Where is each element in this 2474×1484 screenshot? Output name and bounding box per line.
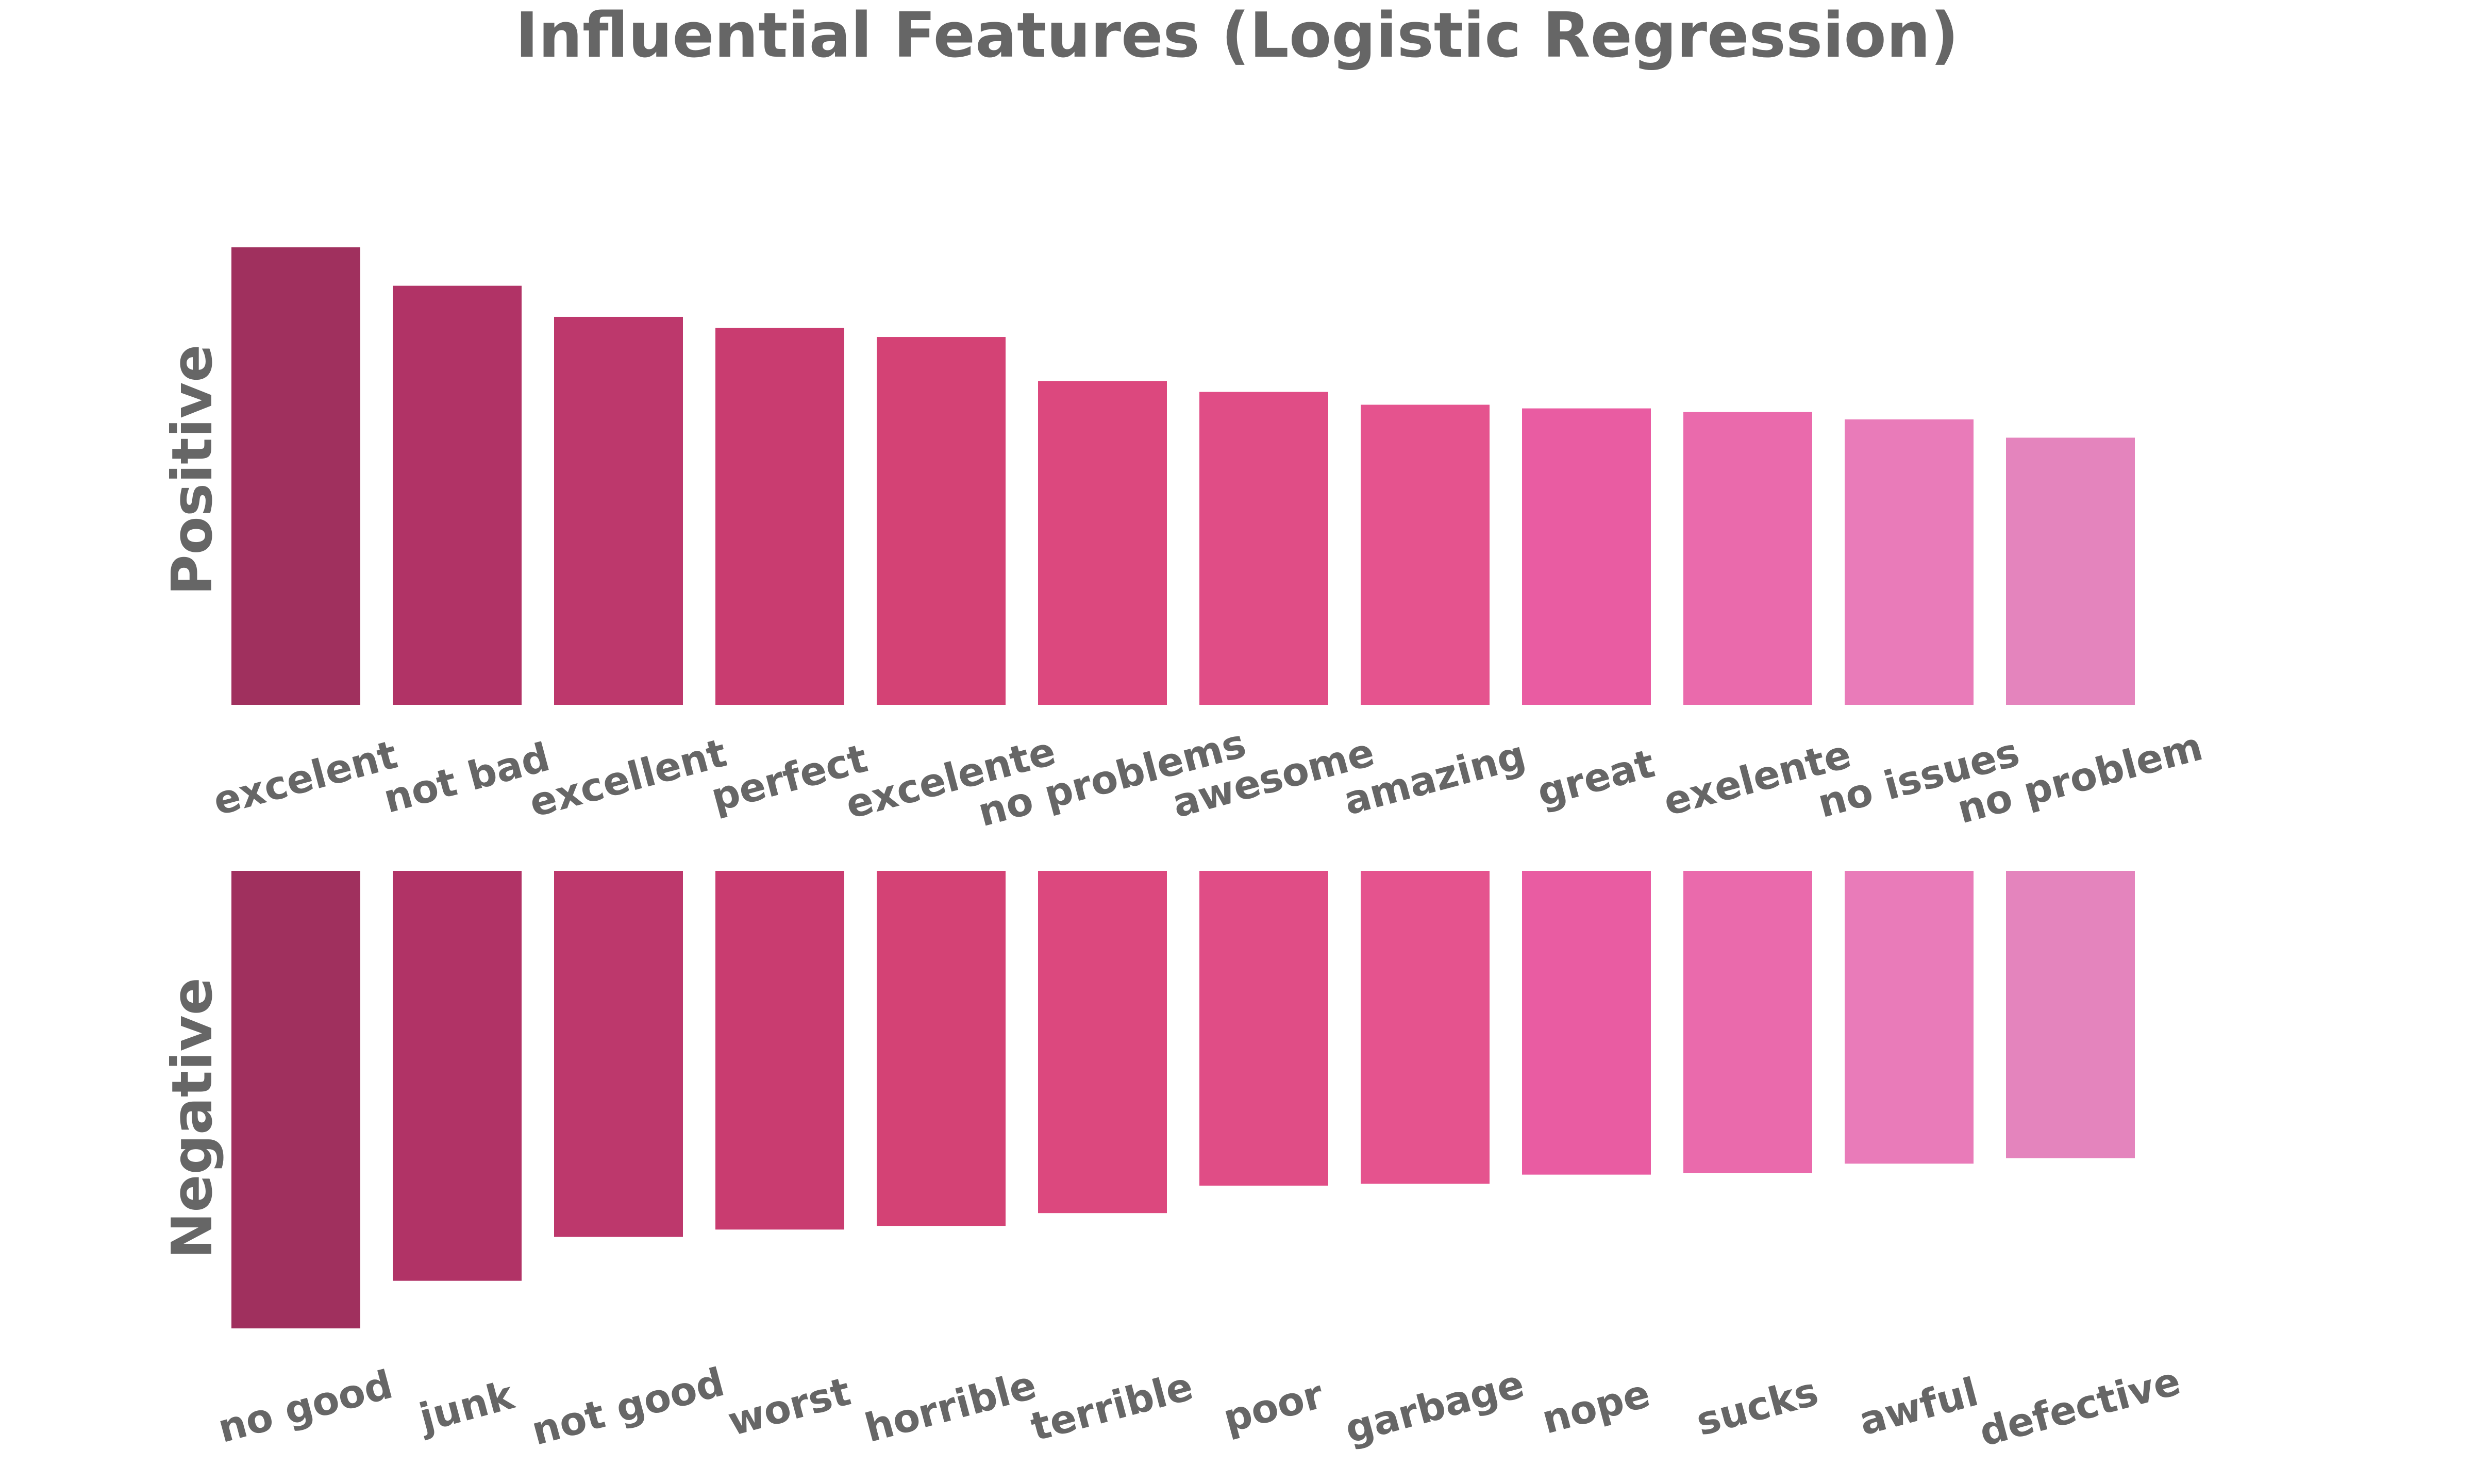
x-tick-label: poor <box>1218 1371 1328 1442</box>
bar <box>1038 871 1167 1213</box>
bar <box>393 285 522 705</box>
x-tick-label: no good <box>213 1361 397 1452</box>
bar <box>231 247 360 705</box>
x-tick-label: worst <box>723 1368 855 1444</box>
x-tick-label: excellent <box>525 730 731 826</box>
x-tick-label: nope <box>1537 1370 1654 1443</box>
bar <box>1683 412 1812 705</box>
bar <box>1522 408 1651 705</box>
bar <box>715 328 844 705</box>
bar <box>554 316 683 705</box>
bar <box>1038 381 1167 705</box>
x-tick-label: awful <box>1854 1369 1983 1444</box>
bar <box>1845 419 1974 705</box>
bar <box>715 871 844 1230</box>
x-tick-label: excelent <box>208 731 402 824</box>
bar <box>1199 871 1328 1186</box>
x-tick-label: great <box>1532 740 1659 816</box>
bar <box>1845 871 1974 1164</box>
bar <box>2006 437 2135 705</box>
x-tick-label: defective <box>1975 1358 2185 1455</box>
bar <box>877 871 1006 1226</box>
bar <box>2006 871 2135 1158</box>
bar <box>554 871 683 1237</box>
bar <box>877 337 1006 705</box>
x-tick-label: sucks <box>1692 1368 1823 1444</box>
bar <box>1522 871 1651 1175</box>
x-tick-label: junk <box>413 1372 519 1441</box>
y-axis-label: Positive <box>160 345 225 596</box>
x-tick-label: horrible <box>860 1362 1041 1452</box>
bar <box>1199 392 1328 705</box>
bar <box>1683 871 1812 1173</box>
chart-title: Influential Features (Logistic Regressio… <box>515 0 1959 72</box>
bar <box>393 871 522 1281</box>
x-tick-label: not bad <box>379 734 555 822</box>
bar <box>1361 404 1490 705</box>
x-tick-label: not good <box>527 1359 729 1454</box>
y-axis-label: Negative <box>160 977 225 1259</box>
bar <box>231 871 360 1328</box>
x-tick-label: garbage <box>1340 1361 1529 1453</box>
bar <box>1361 871 1490 1184</box>
x-tick-label: terrible <box>1026 1363 1198 1450</box>
